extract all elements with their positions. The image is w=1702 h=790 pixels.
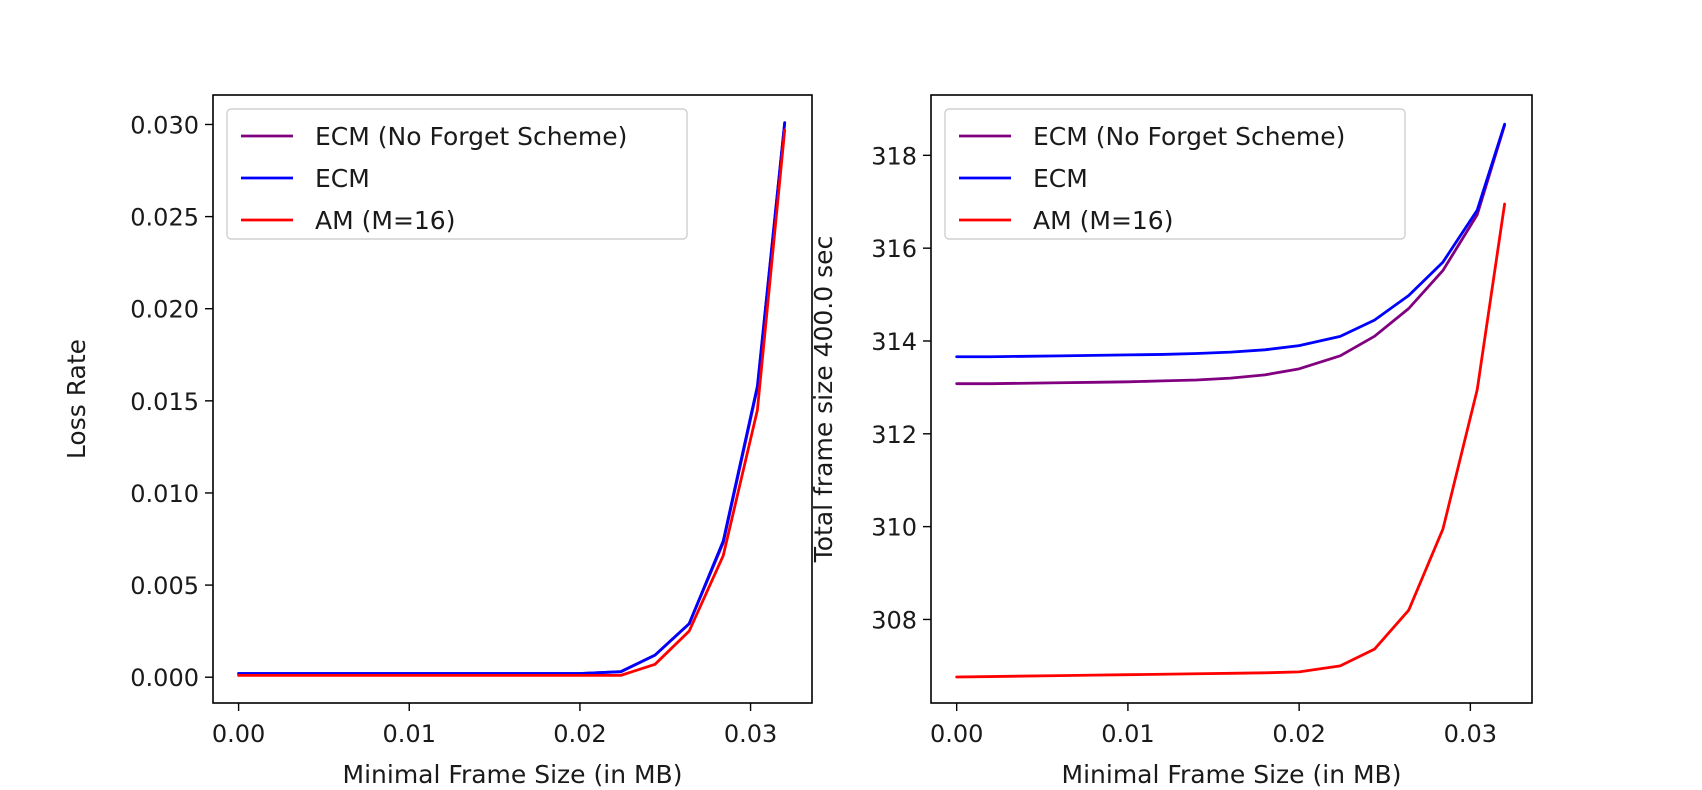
loss-rate-y-tick-label: 0.025 (130, 204, 199, 232)
loss-rate-x-tick-label: 0.01 (383, 720, 436, 748)
total-frame-size-legend-label: ECM (1033, 164, 1088, 193)
total-frame-size-x-tick-label: 0.03 (1444, 720, 1497, 748)
loss-rate-legend-box (226, 108, 688, 240)
loss-rate-legend-label: ECM (No Forget Scheme) (315, 122, 627, 151)
loss-rate-plot-frame (212, 94, 813, 704)
total-frame-size-y-tick-label: 308 (871, 606, 917, 634)
total-frame-size-series-ecm-no-forget-scheme (955, 123, 1506, 386)
loss-rate-series-ecm (237, 121, 787, 675)
total-frame-size-y-tick-label: 316 (871, 235, 917, 263)
total-frame-size-x-tick-label: 0.02 (1272, 720, 1325, 748)
total-frame-size-y-axis-label: Total frame size 400.0 sec (809, 236, 838, 564)
total-frame-size-legend-label: ECM (No Forget Scheme) (1033, 122, 1345, 151)
total-frame-size-x-tick-label: 0.01 (1101, 720, 1154, 748)
loss-rate-x-tick-label: 0.00 (212, 720, 265, 748)
total-frame-size-x-tick-label: 0.00 (930, 720, 983, 748)
loss-rate-x-tick-label: 0.02 (553, 720, 606, 748)
loss-rate-legend-label: AM (M=16) (315, 206, 455, 235)
loss-rate-legend-label: ECM (315, 164, 370, 193)
total-frame-size-series-ecm (955, 122, 1506, 359)
total-frame-size-legend: ECM (No Forget Scheme) ECM AM (M=16) (944, 108, 1406, 240)
total-frame-size-series-am-m-16 (955, 202, 1506, 679)
total-frame-size-legend-box (944, 108, 1406, 240)
total-frame-size-y-tick-label: 310 (871, 514, 917, 542)
loss-rate-y-tick-label: 0.020 (130, 296, 199, 324)
loss-rate-chart: 0.00 0.01 0.02 0.03 0.000 0.005 0.010 0.015 0.02… (62, 94, 813, 789)
loss-rate-y-tick-label: 0.030 (130, 111, 199, 139)
loss-rate-y-tick-label: 0.000 (130, 664, 199, 692)
total-frame-size-y-tick-label: 314 (871, 328, 917, 356)
total-frame-size-chart: 0.00 0.01 0.02 0.03 308 310 312 314 316 318 Minima… (809, 94, 1533, 789)
loss-rate-y-tick-label: 0.015 (130, 388, 199, 416)
total-frame-size-x-axis-label: Minimal Frame Size (in MB) (1062, 760, 1402, 789)
loss-rate-legend: ECM (No Forget Scheme) ECM AM (M=16) (226, 108, 688, 240)
total-frame-size-y-tick-label: 312 (871, 421, 917, 449)
loss-rate-y-tick-label: 0.005 (130, 572, 199, 600)
total-frame-size-plot-frame (930, 94, 1533, 704)
loss-rate-series-am-m-16 (237, 128, 787, 677)
loss-rate-x-axis-label: Minimal Frame Size (in MB) (343, 760, 683, 789)
loss-rate-x-tick-label: 0.03 (724, 720, 777, 748)
total-frame-size-legend-label: AM (M=16) (1033, 206, 1173, 235)
total-frame-size-y-tick-label: 318 (871, 142, 917, 170)
loss-rate-y-axis-label: Loss Rate (62, 339, 91, 459)
loss-rate-y-tick-label: 0.010 (130, 480, 199, 508)
